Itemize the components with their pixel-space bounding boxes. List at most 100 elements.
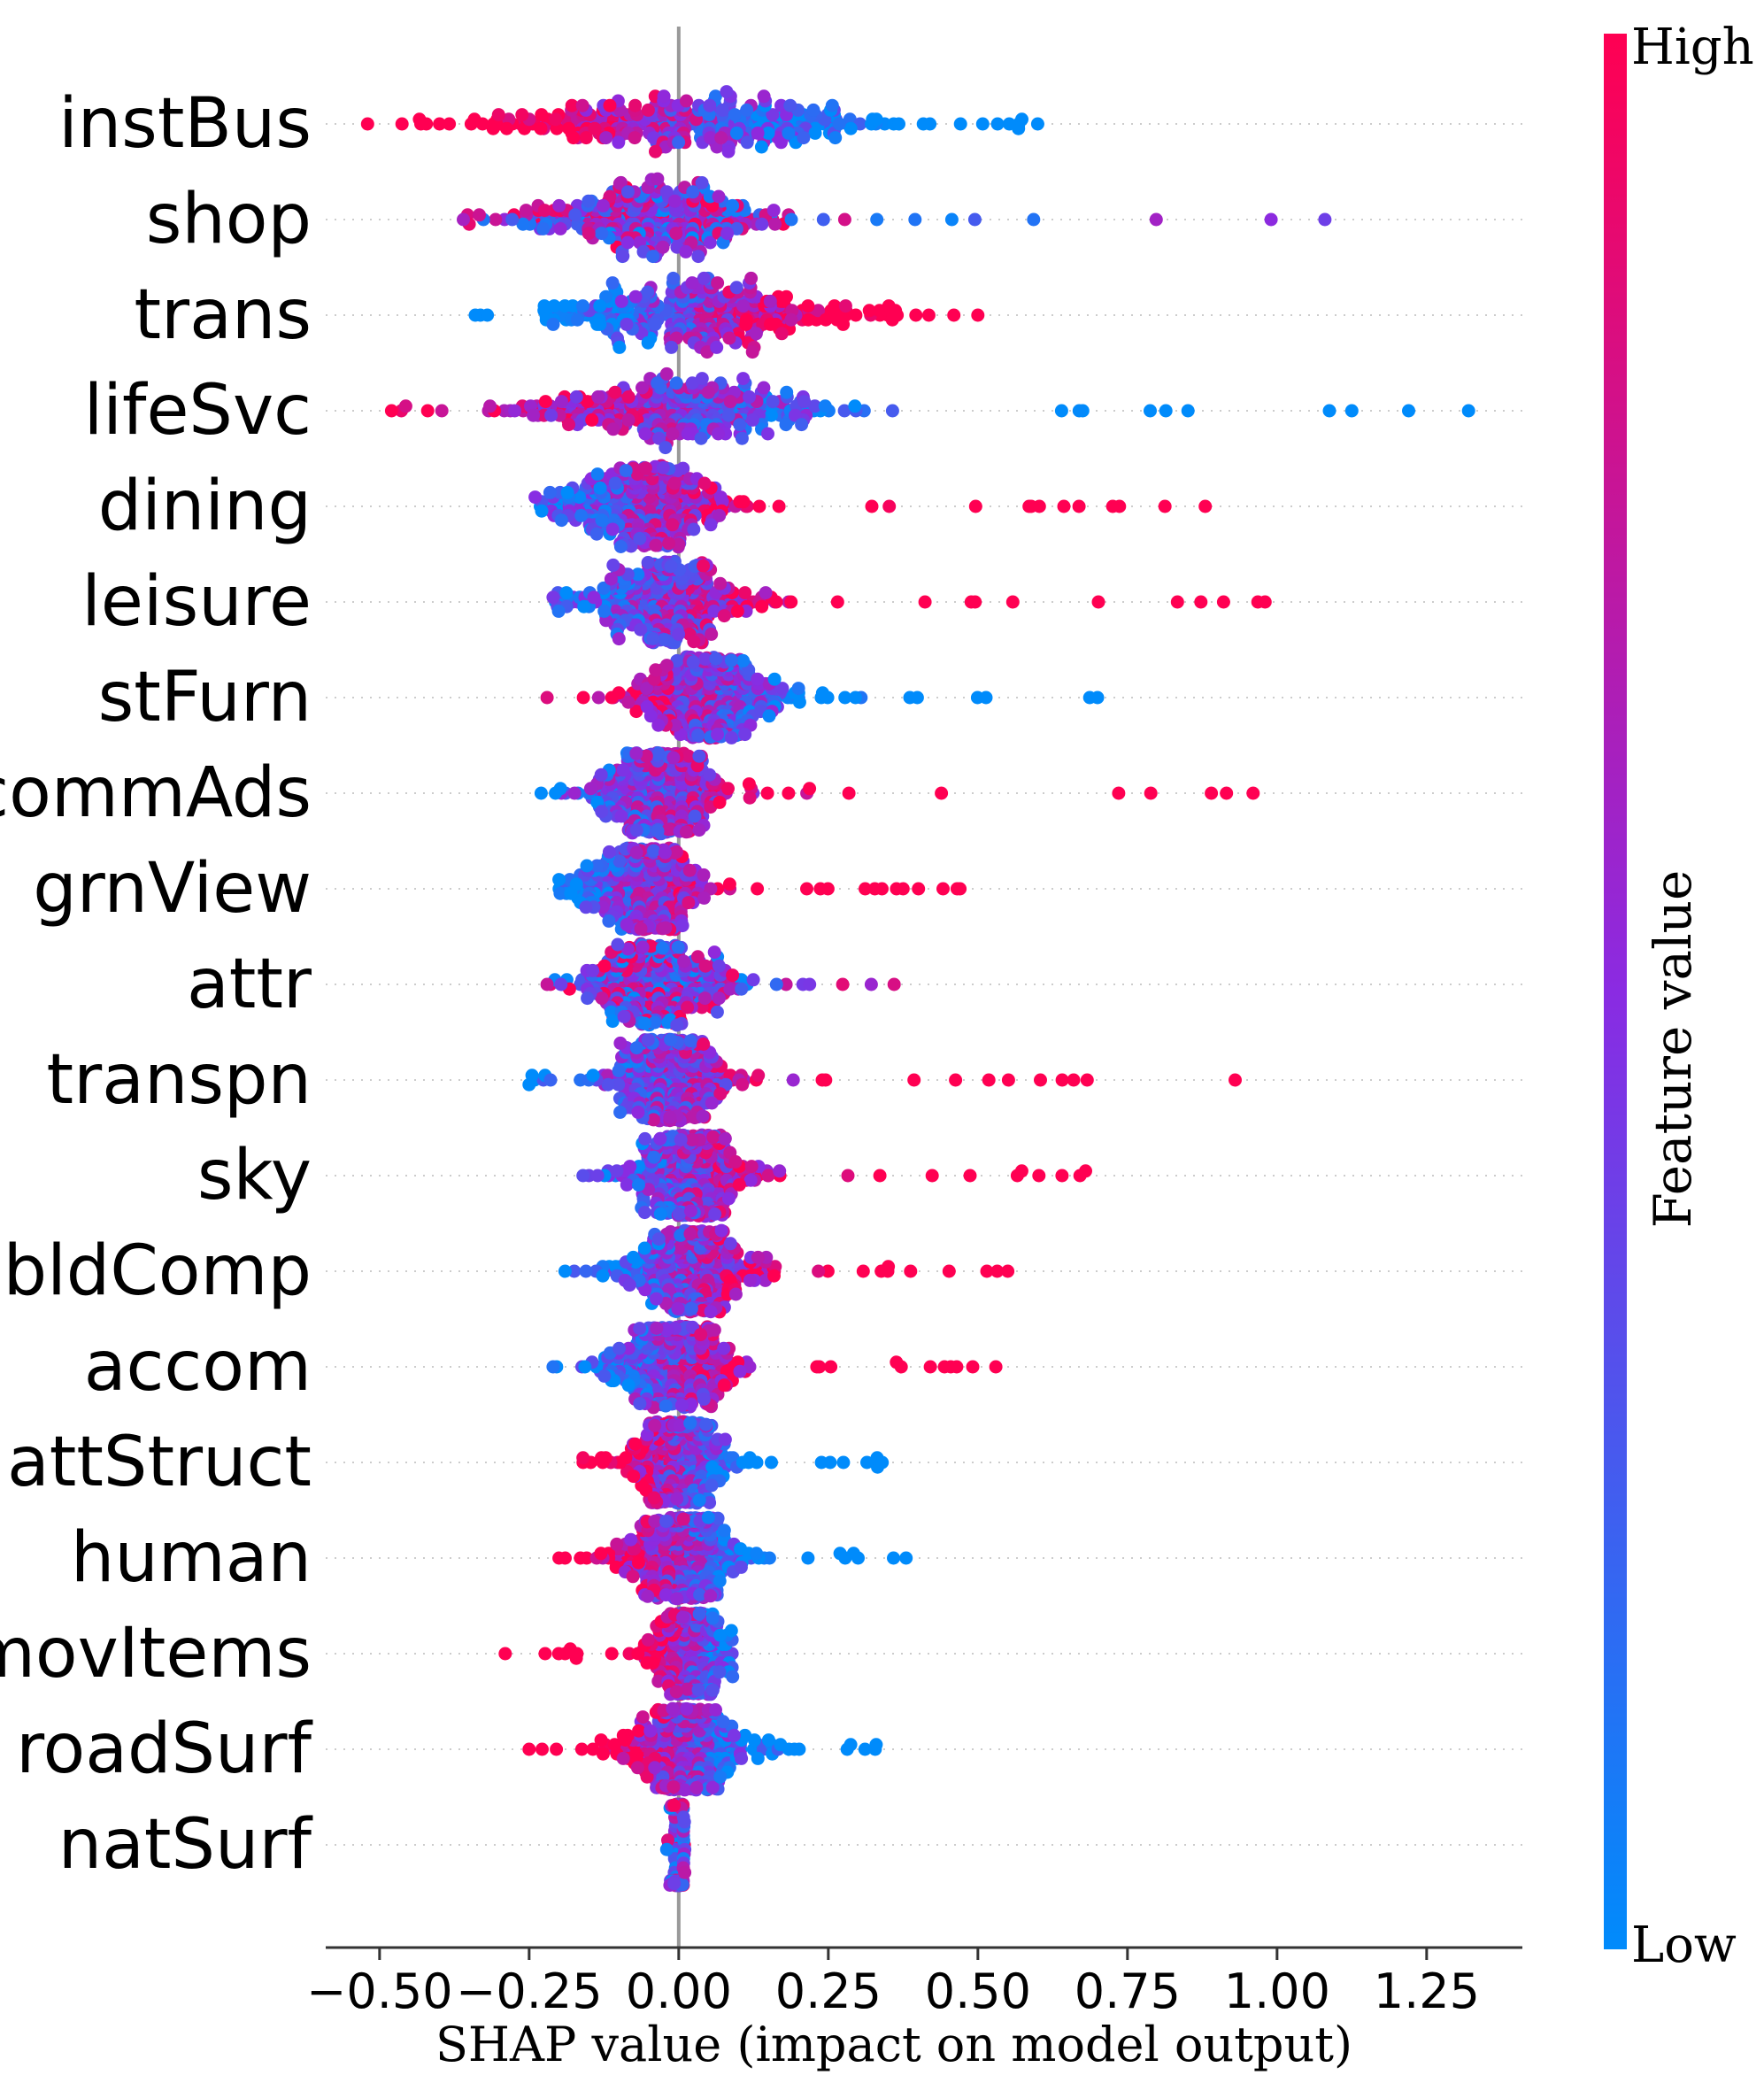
shap-point bbox=[754, 140, 768, 154]
shap-point bbox=[612, 1341, 626, 1355]
shap-point bbox=[761, 126, 775, 140]
shap-point bbox=[743, 1173, 758, 1187]
shap-point bbox=[1144, 786, 1158, 800]
shap-point bbox=[801, 299, 815, 313]
shap-point bbox=[1072, 404, 1086, 418]
shap-point bbox=[651, 376, 665, 390]
shap-point bbox=[582, 194, 596, 208]
shap-point bbox=[904, 1264, 918, 1278]
shap-point bbox=[696, 1109, 710, 1123]
shap-point bbox=[975, 117, 990, 131]
shap-point bbox=[953, 117, 967, 131]
shap-point bbox=[812, 304, 825, 318]
shap-point bbox=[803, 782, 817, 796]
shap-point bbox=[629, 823, 643, 837]
shap-point bbox=[650, 1292, 663, 1306]
shap-point bbox=[953, 882, 967, 896]
shap-point bbox=[907, 1073, 921, 1087]
shap-point bbox=[746, 973, 760, 987]
shap-point bbox=[597, 959, 612, 973]
shap-point bbox=[686, 655, 700, 669]
shap-point bbox=[672, 537, 686, 552]
shap-point bbox=[715, 103, 729, 117]
shap-point bbox=[617, 1009, 631, 1023]
shap-point bbox=[710, 340, 724, 354]
shap-point bbox=[653, 1131, 667, 1146]
shap-point bbox=[740, 135, 754, 150]
shap-point bbox=[659, 441, 673, 455]
shap-point bbox=[601, 1077, 615, 1092]
shap-point bbox=[602, 845, 616, 859]
shap-point bbox=[721, 1192, 736, 1206]
shap-point bbox=[620, 918, 634, 931]
shap-point bbox=[684, 1301, 698, 1315]
shap-point bbox=[752, 499, 766, 513]
shap-point bbox=[856, 1264, 870, 1278]
shap-point bbox=[581, 991, 595, 1006]
shap-point bbox=[697, 1038, 711, 1051]
shap-point bbox=[685, 276, 699, 290]
shap-point bbox=[627, 1250, 640, 1264]
shap-point bbox=[740, 103, 754, 117]
shap-point bbox=[602, 914, 616, 928]
shap-point bbox=[589, 527, 604, 541]
shap-point bbox=[783, 98, 797, 112]
shap-point bbox=[677, 954, 691, 968]
shap-point bbox=[593, 299, 607, 313]
shap-point bbox=[638, 461, 652, 475]
shap-point bbox=[508, 404, 522, 418]
shap-point bbox=[634, 922, 648, 936]
shap-point bbox=[603, 98, 617, 112]
shap-point bbox=[412, 112, 427, 127]
shap-point bbox=[483, 399, 497, 413]
shap-point bbox=[935, 786, 949, 800]
shap-point bbox=[558, 299, 572, 313]
shap-point bbox=[664, 559, 678, 574]
shap-point bbox=[1344, 404, 1359, 418]
row-gridlines bbox=[326, 123, 1522, 1846]
shap-point bbox=[611, 937, 625, 952]
shap-point bbox=[505, 212, 520, 227]
shap-point bbox=[836, 317, 851, 331]
shap-point bbox=[828, 131, 843, 145]
shap-point bbox=[1001, 1264, 1015, 1278]
shap-point bbox=[612, 686, 626, 700]
shap-point bbox=[942, 1264, 956, 1278]
shap-point bbox=[629, 746, 643, 760]
shap-point bbox=[762, 709, 776, 723]
shap-point bbox=[605, 276, 620, 290]
shap-point bbox=[395, 117, 409, 131]
shap-point bbox=[420, 404, 435, 418]
shap-point bbox=[743, 791, 757, 805]
shap-point bbox=[621, 1378, 636, 1393]
shap-point bbox=[1264, 212, 1278, 227]
shap-point bbox=[707, 945, 721, 960]
shap-point bbox=[612, 632, 626, 646]
shap-point bbox=[570, 312, 584, 327]
shap-point bbox=[687, 635, 701, 649]
shap-point bbox=[681, 1000, 695, 1014]
shap-point bbox=[1055, 1169, 1069, 1183]
shap-point bbox=[836, 977, 850, 991]
shap-point bbox=[546, 590, 560, 605]
shap-point bbox=[1258, 595, 1272, 609]
shap-point bbox=[707, 1323, 721, 1337]
shap-point bbox=[874, 1264, 889, 1278]
shap-point bbox=[691, 250, 705, 264]
shap-point bbox=[828, 299, 842, 313]
shap-point bbox=[859, 882, 872, 896]
shap-point bbox=[670, 1018, 684, 1032]
shap-point bbox=[522, 1077, 536, 1092]
shap-point bbox=[653, 1207, 667, 1221]
shap-point bbox=[887, 977, 901, 991]
shap-point bbox=[808, 126, 822, 140]
shap-point bbox=[912, 882, 926, 896]
shap-point bbox=[546, 1360, 560, 1374]
shap-point bbox=[944, 212, 959, 227]
shap-point bbox=[755, 217, 769, 231]
shap-point bbox=[697, 868, 711, 882]
shap-point bbox=[786, 1073, 800, 1087]
shap-point bbox=[801, 312, 815, 327]
shap-point bbox=[784, 595, 798, 609]
